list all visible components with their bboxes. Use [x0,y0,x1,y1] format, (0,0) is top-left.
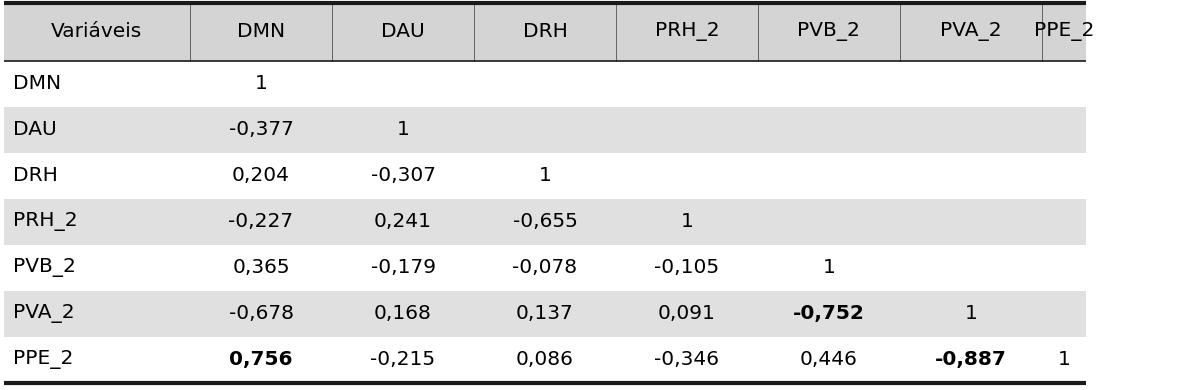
Text: 0,446: 0,446 [800,351,858,369]
Text: -0,215: -0,215 [371,351,435,369]
Bar [4,291,1086,337]
Text: 0,756: 0,756 [230,351,292,369]
Text: 0,204: 0,204 [232,167,290,185]
Text: DMN: DMN [13,74,61,93]
Text: DRH: DRH [13,167,58,185]
Text: 1: 1 [823,259,835,277]
Bar [4,153,1086,199]
Text: 1: 1 [397,121,409,139]
Text: PRH_2: PRH_2 [13,213,78,231]
Text: -0,307: -0,307 [371,167,435,185]
Text: -0,887: -0,887 [935,351,1007,369]
Bar [4,61,1086,107]
Text: 0,086: 0,086 [516,351,574,369]
Text: -0,179: -0,179 [371,259,435,277]
Text: PRH_2: PRH_2 [654,23,719,41]
Bar [4,107,1086,153]
Text: DRH: DRH [522,23,568,41]
Text: DMN: DMN [237,23,285,41]
Text: 1: 1 [965,305,977,323]
Bar [4,245,1086,291]
Text: 0,137: 0,137 [516,305,574,323]
Text: PPE_2: PPE_2 [13,351,73,369]
Bar [4,199,1086,245]
Text: -0,346: -0,346 [654,351,719,369]
Text: 1: 1 [681,213,693,231]
Text: 1: 1 [1057,351,1071,369]
Text: -0,227: -0,227 [229,213,294,231]
Text: 0,091: 0,091 [658,305,716,323]
Text: 0,365: 0,365 [232,259,290,277]
Text: Variáveis: Variáveis [52,23,142,41]
Text: DAU: DAU [381,23,425,41]
Bar [4,337,1086,383]
Text: 0,168: 0,168 [374,305,432,323]
Bar [4,3,1086,61]
Text: -0,752: -0,752 [793,305,865,323]
Text: PVB_2: PVB_2 [13,259,76,277]
Text: 1: 1 [539,167,551,185]
Text: 0,241: 0,241 [374,213,432,231]
Text: -0,078: -0,078 [512,259,577,277]
Text: PVA_2: PVA_2 [13,305,75,323]
Text: PVA_2: PVA_2 [940,23,1002,41]
Text: 1: 1 [255,74,267,93]
Text: -0,678: -0,678 [229,305,294,323]
Text: PPE_2: PPE_2 [1033,23,1095,41]
Text: DAU: DAU [13,121,57,139]
Text: -0,377: -0,377 [229,121,294,139]
Text: PVB_2: PVB_2 [798,23,860,41]
Text: -0,105: -0,105 [654,259,719,277]
Text: -0,655: -0,655 [512,213,577,231]
